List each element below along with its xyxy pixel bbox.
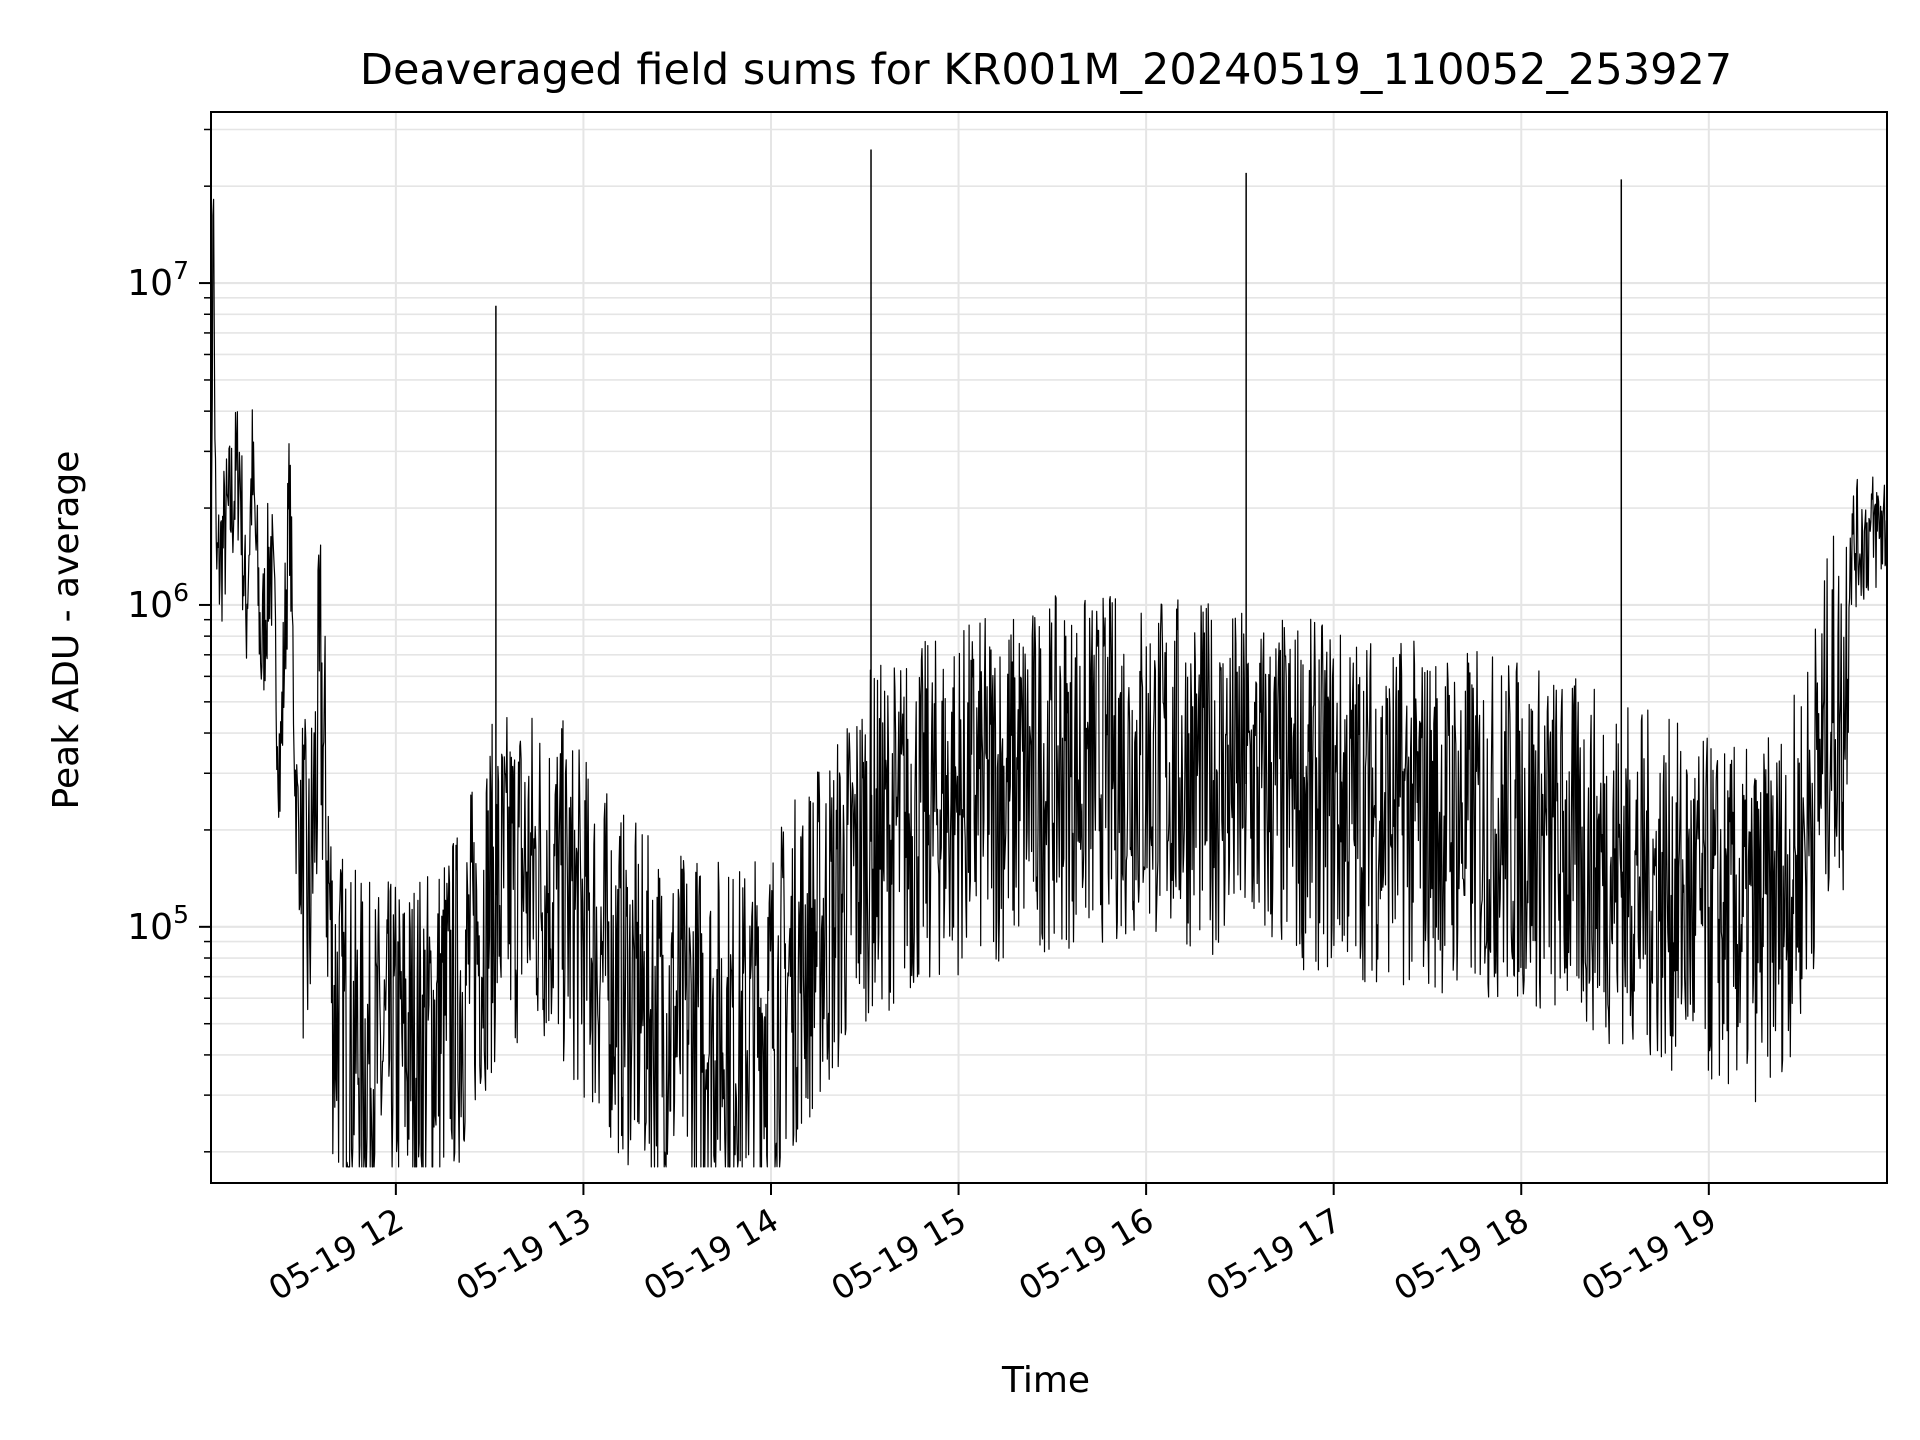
x-axis-label: Time <box>1001 1360 1090 1401</box>
chart-title: Deaveraged field sums for KR001M_2024051… <box>360 45 1732 95</box>
y-tick-label: 107 <box>127 256 189 304</box>
series-group <box>210 149 1888 1168</box>
y-tick-label: 105 <box>127 900 189 948</box>
plot-frame <box>210 111 1888 1184</box>
y-axis-label: Peak ADU - average <box>46 451 87 810</box>
y-axis: 105 106 107 <box>127 128 211 1153</box>
y-tick-label: 106 <box>127 578 189 626</box>
series-line <box>210 198 1888 1168</box>
